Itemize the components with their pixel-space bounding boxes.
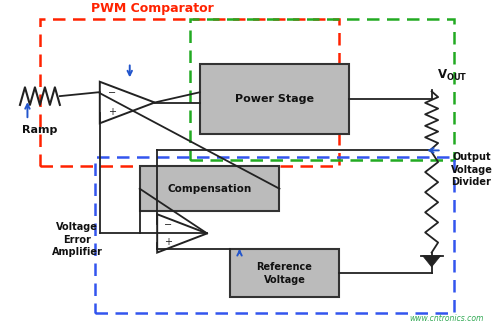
Bar	[190, 20, 454, 160]
Text: www.cntronics.com: www.cntronics.com	[410, 314, 484, 323]
Bar	[230, 249, 339, 297]
Text: Ramp: Ramp	[22, 125, 57, 135]
Text: −: −	[164, 220, 173, 230]
Bar	[95, 157, 454, 313]
Text: Reference
Voltage: Reference Voltage	[256, 262, 312, 285]
Text: Power Stage: Power Stage	[235, 94, 314, 104]
Text: Voltage
Error
Amplifier: Voltage Error Amplifier	[52, 222, 103, 257]
Bar	[40, 20, 339, 166]
Bar	[200, 64, 349, 134]
Text: +: +	[164, 237, 173, 247]
Polygon shape	[423, 256, 441, 267]
Text: Output
Voltage
Divider: Output Voltage Divider	[451, 152, 493, 187]
Text: PWM Comparator: PWM Comparator	[91, 2, 214, 15]
Text: −: −	[108, 88, 116, 98]
Text: Compensation: Compensation	[168, 184, 251, 194]
Text: +: +	[108, 107, 116, 117]
Bar	[140, 166, 279, 211]
Text: $\mathbf{V_{OUT}}$: $\mathbf{V_{OUT}}$	[437, 68, 467, 83]
